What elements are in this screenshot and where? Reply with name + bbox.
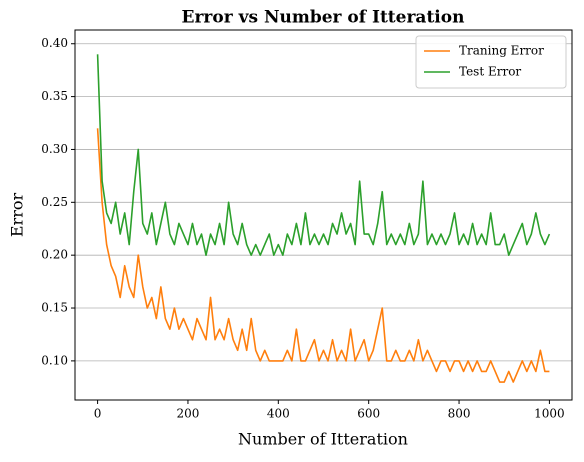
x-tick-label: 0 (94, 407, 102, 421)
legend-label: Test Error (459, 65, 521, 79)
legend-label: Traning Error (459, 44, 544, 58)
x-tick-label: 1000 (534, 407, 565, 421)
x-tick-label: 400 (267, 407, 290, 421)
y-tick-label: 0.25 (41, 195, 68, 209)
series-line (96, 54, 551, 256)
x-axis-label: Number of Itteration (238, 430, 408, 449)
y-tick-label: 0.30 (41, 142, 68, 156)
y-tick-label: 0.15 (41, 301, 68, 315)
x-tick-label: 800 (448, 407, 471, 421)
y-tick-label: 0.20 (41, 248, 68, 262)
x-tick-label: 600 (357, 407, 380, 421)
y-tick-label: 0.10 (41, 353, 68, 367)
series-line (96, 128, 550, 383)
legend-box (415, 35, 567, 89)
chart-title: Error vs Number of Itteration (182, 8, 465, 28)
plot-frame (74, 29, 573, 401)
y-axis-label: Error (8, 193, 27, 238)
y-tick-label: 0.40 (41, 36, 68, 50)
x-tick-label: 200 (177, 407, 200, 421)
y-tick-label: 0.35 (41, 89, 68, 103)
